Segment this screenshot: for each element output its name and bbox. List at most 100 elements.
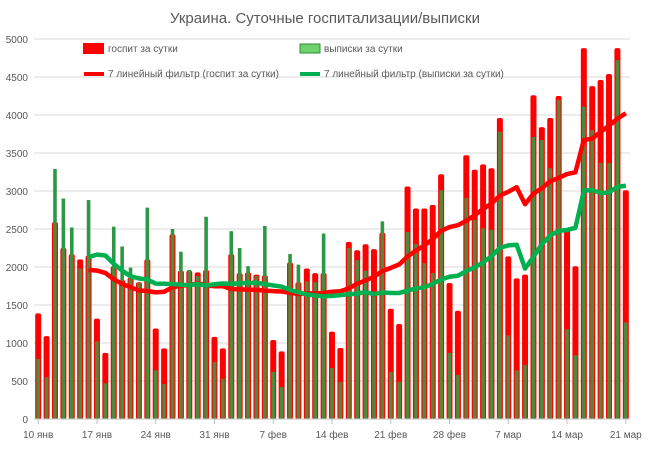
bar-disch [78,268,82,419]
bar-disch [153,370,158,419]
legend-swatch-hosp [83,43,104,54]
bar-disch [254,276,259,419]
bar-disch-tip [62,198,65,248]
bar-disch [338,381,343,419]
bar-disch-tip [381,221,384,233]
bar-disch-tip [146,207,149,260]
bar-disch [229,231,234,419]
y-tick-label: 3500 [6,149,29,160]
bar-disch [237,248,242,419]
bar-disch [548,168,553,419]
bar-disch [36,358,40,419]
bar-disch [582,106,586,419]
bar-disch [590,130,595,419]
bar-disch-tip [188,270,191,271]
bar-disch-tip [204,216,208,271]
bar-disch [607,162,611,419]
bar-disch [187,270,192,419]
bar-disch [305,281,309,419]
bar-disch [69,227,74,419]
bar-disch [212,362,217,419]
bar-disch [556,99,561,420]
bar-disch [514,370,519,419]
bar-disch [263,225,267,419]
bar-disch-tip [322,233,325,274]
x-tick-label: 31 янв [199,430,229,441]
x-tick-label: 21 мар [610,430,642,441]
bar-disch [573,355,578,419]
y-tick-label: 5000 [6,35,29,46]
bar-disch [221,378,225,419]
bar-disch [120,246,124,419]
bar-disch [95,341,99,419]
bar-disch [489,229,494,419]
bar-disch [111,226,116,419]
bar-disch-tip [70,227,73,255]
bar-disch [388,371,393,419]
bar-disch [422,263,427,419]
bar-disch [405,232,410,419]
legend-label-disch-ma: 7 линейный фильтр (выписки за сутки) [324,68,504,80]
bar-disch [321,233,326,419]
y-tick-label: 1500 [6,301,29,312]
bar-disch-tip [297,264,300,283]
bar-disch-tip [53,168,57,223]
y-tick-label: 1000 [6,339,29,350]
bar-disch [279,387,284,419]
bar-disch [246,266,250,419]
y-tick-label: 2000 [6,263,29,274]
bar-disch-tip [230,231,233,255]
y-tick-label: 0 [22,415,28,426]
x-tick-label: 7 фев [260,429,287,441]
bar-disch [355,260,359,419]
bar-disch [380,221,385,419]
legend-label-hosp: госпит за сутки [108,44,178,55]
legend-label-disch: выписки за сутки [324,44,403,55]
bar-disch [137,282,141,419]
legend-swatch-disch [299,43,321,54]
x-tick-label: 17 янв [82,430,112,441]
bar-disch-tip [246,266,250,273]
bar-disch [439,190,443,419]
bar-disch [430,273,435,419]
bar-disch [506,335,511,419]
bar-disch [128,267,133,419]
bar-disch [86,200,91,419]
bar-disch [372,296,376,419]
bar-disch [179,251,183,419]
bar-disch [414,244,418,419]
bar-disch [162,384,166,419]
bar-disch-tip [120,246,124,280]
line-disch-ma [87,183,627,299]
bar-disch [447,352,452,419]
bar-disch [523,365,527,419]
bar-disch [464,197,469,419]
bar-disch [195,276,200,419]
x-tick-label: 14 мар [551,430,583,441]
bar-disch [598,162,603,419]
x-tick-label: 7 мар [495,430,522,441]
bar-disch [540,140,544,419]
legend: госпит за сутки выписки за сутки 7 линей… [83,43,504,80]
bar-disch-tip [179,251,183,271]
bar-disch [498,131,502,419]
y-tick-label: 4500 [6,73,29,84]
bar-disch [61,198,66,419]
bar-disch [397,381,401,419]
bar-disch [456,374,460,419]
bar-disch [472,219,477,419]
bar-disch [615,60,620,419]
bar-disch [481,228,485,419]
bar-disch [531,137,536,420]
y-tick-label: 2500 [6,225,29,236]
bar-disch [170,229,175,419]
chart-title: Украина. Суточные госпитализации/выписки [170,10,480,27]
bar-disch-tip [288,254,292,263]
bar-disch-tip [171,229,174,235]
bar-disch-tip [263,225,267,276]
x-tick-label: 14 фев [315,429,348,441]
legend-label-hosp-ma: 7 линейный фильтр (госпит за сутки) [108,68,279,80]
bar-disch [313,282,318,419]
